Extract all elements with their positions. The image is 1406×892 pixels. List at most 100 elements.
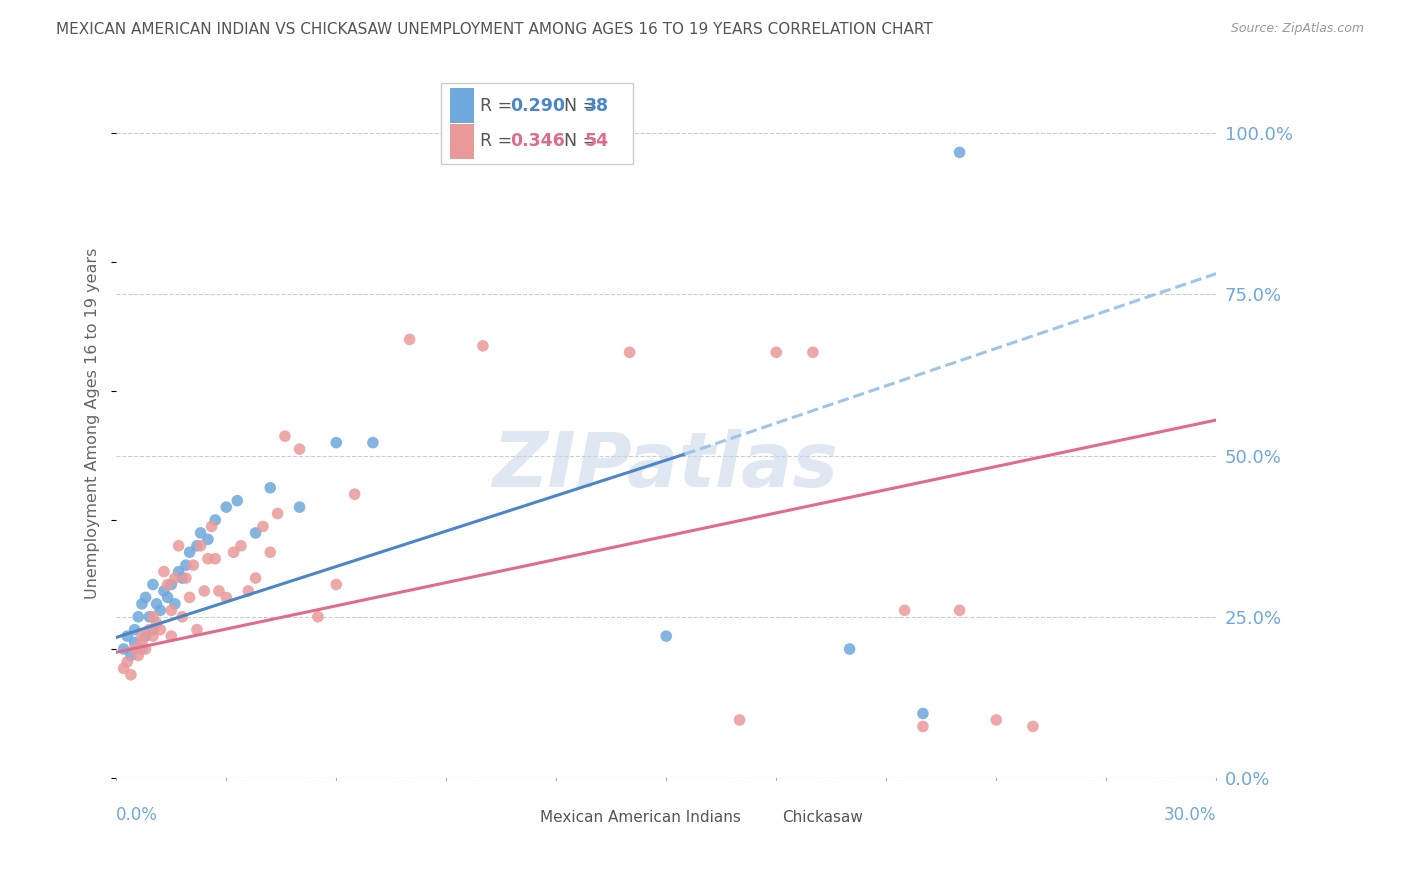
Point	[325, 577, 347, 591]
Text: 54: 54	[585, 132, 609, 151]
Point	[226, 493, 249, 508]
Point	[112, 642, 135, 657]
Point	[167, 565, 190, 579]
Point	[245, 571, 267, 585]
Point	[156, 591, 179, 605]
Text: Chickasaw: Chickasaw	[782, 810, 863, 824]
Point	[948, 145, 970, 160]
Point	[288, 442, 311, 456]
Point	[138, 609, 160, 624]
Point	[160, 577, 183, 591]
Point	[655, 629, 678, 643]
Point	[124, 635, 146, 649]
Point	[160, 629, 183, 643]
Point	[343, 487, 366, 501]
Point	[190, 525, 212, 540]
Bar	[512, 811, 529, 823]
Point	[181, 558, 204, 573]
Point	[163, 597, 186, 611]
Point	[131, 642, 153, 657]
Point	[117, 655, 139, 669]
Point	[325, 435, 347, 450]
Point	[131, 629, 153, 643]
Bar	[450, 87, 474, 123]
Point	[259, 481, 281, 495]
Point	[179, 591, 201, 605]
Text: Mexican American Indians: Mexican American Indians	[540, 810, 741, 824]
Point	[911, 706, 934, 721]
Point	[765, 345, 787, 359]
Point	[135, 642, 157, 657]
Text: MEXICAN AMERICAN INDIAN VS CHICKASAW UNEMPLOYMENT AMONG AGES 16 TO 19 YEARS CORR: MEXICAN AMERICAN INDIAN VS CHICKASAW UNE…	[56, 22, 934, 37]
Point	[145, 597, 167, 611]
Point	[163, 571, 186, 585]
Point	[156, 577, 179, 591]
Point	[138, 623, 160, 637]
Point	[204, 551, 226, 566]
Point	[160, 603, 183, 617]
Point	[127, 648, 149, 663]
Point	[153, 565, 176, 579]
Point	[149, 603, 172, 617]
Point	[172, 571, 194, 585]
Point	[174, 558, 197, 573]
Point	[190, 539, 212, 553]
Point	[135, 591, 157, 605]
Point	[120, 648, 142, 663]
Point	[728, 713, 751, 727]
Point	[229, 539, 252, 553]
Point	[619, 345, 641, 359]
Point	[131, 597, 153, 611]
Point	[120, 668, 142, 682]
Point	[838, 642, 860, 657]
Point	[986, 713, 1008, 727]
Point	[142, 629, 165, 643]
Point	[142, 609, 165, 624]
Point	[124, 623, 146, 637]
Text: R =: R =	[481, 96, 519, 114]
Text: 38: 38	[585, 96, 609, 114]
Bar	[754, 811, 770, 823]
Point	[274, 429, 297, 443]
Point	[145, 616, 167, 631]
Point	[948, 603, 970, 617]
FancyBboxPatch shape	[440, 83, 633, 164]
Point	[186, 623, 208, 637]
Point	[135, 629, 157, 643]
Point	[124, 642, 146, 657]
Point	[208, 584, 231, 599]
Point	[127, 609, 149, 624]
Text: N =: N =	[553, 96, 603, 114]
Text: 0.290: 0.290	[510, 96, 565, 114]
Point	[131, 635, 153, 649]
Point	[153, 584, 176, 599]
Point	[201, 519, 224, 533]
Bar	[450, 124, 474, 159]
Point	[238, 584, 260, 599]
Point	[361, 435, 384, 450]
Point	[174, 571, 197, 585]
Point	[197, 551, 219, 566]
Point	[172, 609, 194, 624]
Point	[893, 603, 915, 617]
Point	[259, 545, 281, 559]
Point	[245, 525, 267, 540]
Point	[398, 333, 420, 347]
Text: Source: ZipAtlas.com: Source: ZipAtlas.com	[1230, 22, 1364, 36]
Point	[142, 577, 165, 591]
Point	[179, 545, 201, 559]
Point	[252, 519, 274, 533]
Point	[112, 661, 135, 675]
Point	[911, 719, 934, 733]
Point	[266, 507, 288, 521]
Point	[215, 591, 238, 605]
Text: R =: R =	[481, 132, 519, 151]
Point	[471, 339, 494, 353]
Text: 0.346: 0.346	[510, 132, 565, 151]
Point	[215, 500, 238, 515]
Point	[222, 545, 245, 559]
Point	[186, 539, 208, 553]
Point	[307, 609, 329, 624]
Point	[193, 584, 215, 599]
Point	[1022, 719, 1045, 733]
